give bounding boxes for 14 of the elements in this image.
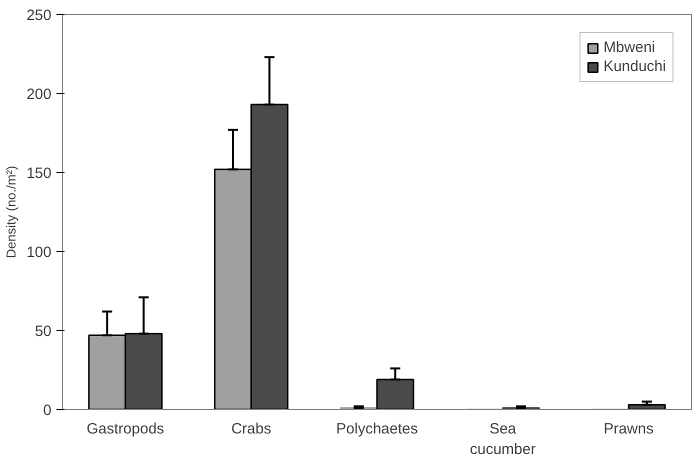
y-tick-label: 150 bbox=[26, 165, 52, 182]
y-tick-label: 0 bbox=[43, 402, 52, 419]
legend-label: Mbweni bbox=[603, 39, 656, 56]
x-tick-label: Gastropods bbox=[86, 420, 164, 438]
legend-label: Kunduchi bbox=[603, 58, 666, 75]
y-axis-title: Density (no./m²) bbox=[3, 166, 18, 258]
x-tick-label: Crabs bbox=[231, 420, 272, 438]
y-tick-label: 200 bbox=[26, 86, 52, 103]
y-tick-label: 50 bbox=[34, 323, 52, 340]
y-tick-label: 250 bbox=[26, 7, 52, 24]
y-tick-label: 100 bbox=[26, 244, 52, 261]
x-tick-label: Prawns bbox=[604, 420, 654, 438]
x-tick-label: Polychaetes bbox=[336, 420, 418, 438]
x-tick-label: Sea cucumber bbox=[470, 420, 536, 458]
